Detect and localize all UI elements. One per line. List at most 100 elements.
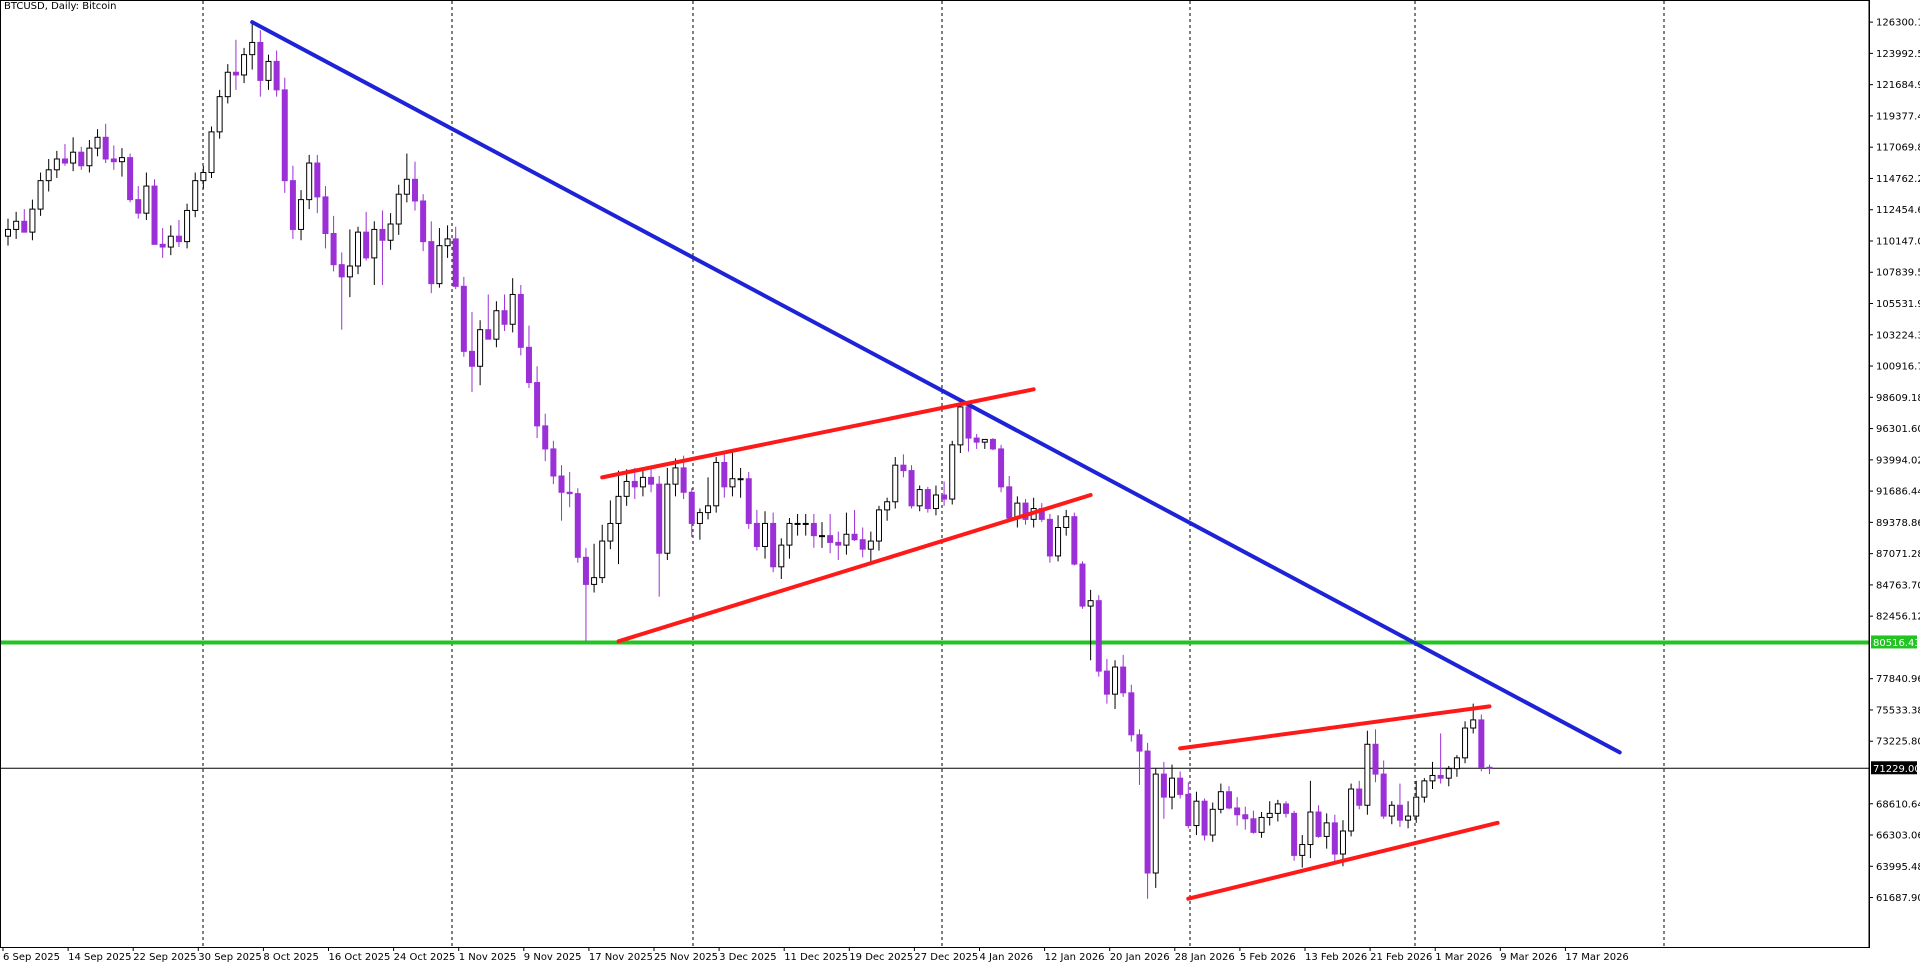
candle[interactable] (867, 531, 874, 565)
candle[interactable] (159, 228, 166, 258)
candle[interactable] (151, 179, 158, 245)
candle[interactable] (249, 22, 256, 70)
candle[interactable] (566, 471, 573, 508)
candle[interactable] (102, 123, 109, 164)
candle[interactable] (1226, 786, 1232, 810)
candle[interactable] (371, 221, 378, 285)
candle[interactable] (314, 154, 321, 214)
candle[interactable] (542, 413, 549, 462)
candle[interactable] (558, 465, 565, 521)
candle[interactable] (428, 221, 435, 294)
candle[interactable] (819, 522, 825, 548)
candle[interactable] (965, 404, 972, 452)
candle[interactable] (794, 513, 801, 536)
candle[interactable] (1193, 791, 1200, 836)
candle[interactable] (696, 508, 703, 540)
candle[interactable] (1266, 801, 1273, 826)
candle[interactable] (729, 451, 736, 497)
candle[interactable] (1462, 721, 1469, 764)
second-channel-upper[interactable] (1178, 704, 1492, 751)
candle[interactable] (330, 215, 337, 272)
candle[interactable] (289, 165, 296, 239)
candle[interactable] (778, 538, 785, 579)
candle[interactable] (656, 476, 663, 597)
candle[interactable] (599, 524, 606, 584)
candle[interactable] (884, 497, 891, 521)
candle[interactable] (298, 190, 305, 241)
candle[interactable] (78, 146, 85, 170)
candle[interactable] (485, 294, 492, 340)
candle[interactable] (623, 469, 630, 506)
candle[interactable] (167, 225, 174, 256)
candle[interactable] (713, 457, 720, 513)
candle[interactable] (631, 467, 638, 500)
candle[interactable] (53, 150, 60, 178)
candle[interactable] (70, 137, 77, 172)
candle[interactable] (648, 466, 655, 493)
candle[interactable] (1453, 755, 1460, 777)
candle[interactable] (1315, 805, 1322, 838)
candle[interactable] (143, 172, 150, 220)
candle[interactable] (1421, 778, 1428, 803)
first-channel-lower[interactable] (616, 492, 1093, 644)
candle[interactable] (1364, 730, 1371, 815)
candle[interactable] (615, 470, 622, 565)
candle[interactable] (306, 154, 313, 210)
candle[interactable] (1429, 761, 1436, 789)
candle[interactable] (941, 481, 948, 506)
candle[interactable] (363, 211, 370, 261)
candle[interactable] (1331, 814, 1338, 863)
candle[interactable] (721, 454, 728, 498)
candle[interactable] (989, 438, 996, 451)
candle[interactable] (949, 440, 956, 505)
candle[interactable] (412, 161, 418, 211)
candle[interactable] (1242, 806, 1249, 830)
candle[interactable] (208, 126, 215, 178)
time-axis[interactable]: 6 Sep 2025 14 Sep 2025 22 Sep 2025 30 Sep 2… (2, 947, 1629, 963)
candle[interactable] (1405, 801, 1412, 829)
candle[interactable] (37, 172, 44, 216)
candle[interactable] (1356, 780, 1363, 810)
candle[interactable] (1323, 813, 1330, 849)
candle[interactable] (745, 471, 752, 529)
candle[interactable] (175, 219, 182, 248)
candle[interactable] (118, 148, 125, 177)
candle[interactable] (184, 203, 191, 249)
candle[interactable] (737, 467, 744, 498)
candle[interactable] (1160, 761, 1167, 819)
candle[interactable] (1128, 684, 1135, 742)
candle[interactable] (493, 301, 500, 348)
candle[interactable] (574, 488, 581, 563)
candle[interactable] (322, 186, 329, 249)
candle[interactable] (517, 284, 524, 356)
candle[interactable] (1478, 714, 1485, 772)
candle[interactable] (843, 512, 850, 555)
candle[interactable] (932, 485, 939, 516)
candle[interactable] (582, 547, 589, 642)
candle[interactable] (1396, 783, 1403, 827)
first-channel-upper[interactable] (600, 387, 1036, 480)
candle[interactable] (5, 218, 11, 246)
candle[interactable] (1258, 812, 1265, 838)
candle[interactable] (900, 454, 907, 478)
candle[interactable] (973, 434, 980, 449)
candle[interactable] (1339, 820, 1346, 867)
candle[interactable] (61, 144, 68, 166)
candle[interactable] (1437, 733, 1444, 784)
candle[interactable] (1274, 799, 1281, 822)
candle[interactable] (395, 184, 402, 235)
candle[interactable] (1055, 515, 1062, 562)
candle[interactable] (802, 513, 809, 536)
candle[interactable] (21, 209, 28, 233)
candle[interactable] (444, 225, 451, 258)
candle[interactable] (509, 278, 516, 333)
candle[interactable] (273, 50, 280, 97)
candle[interactable] (1152, 768, 1159, 888)
candle[interactable] (338, 252, 345, 330)
candle[interactable] (705, 477, 712, 520)
candle[interactable] (1079, 561, 1086, 609)
candle[interactable] (1445, 765, 1452, 787)
candle[interactable] (534, 366, 541, 439)
candle[interactable] (1209, 802, 1216, 842)
